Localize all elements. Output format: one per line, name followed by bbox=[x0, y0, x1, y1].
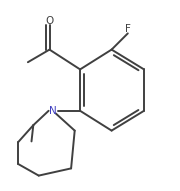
Text: O: O bbox=[45, 16, 54, 26]
Text: N: N bbox=[49, 106, 57, 116]
Text: F: F bbox=[125, 24, 131, 34]
